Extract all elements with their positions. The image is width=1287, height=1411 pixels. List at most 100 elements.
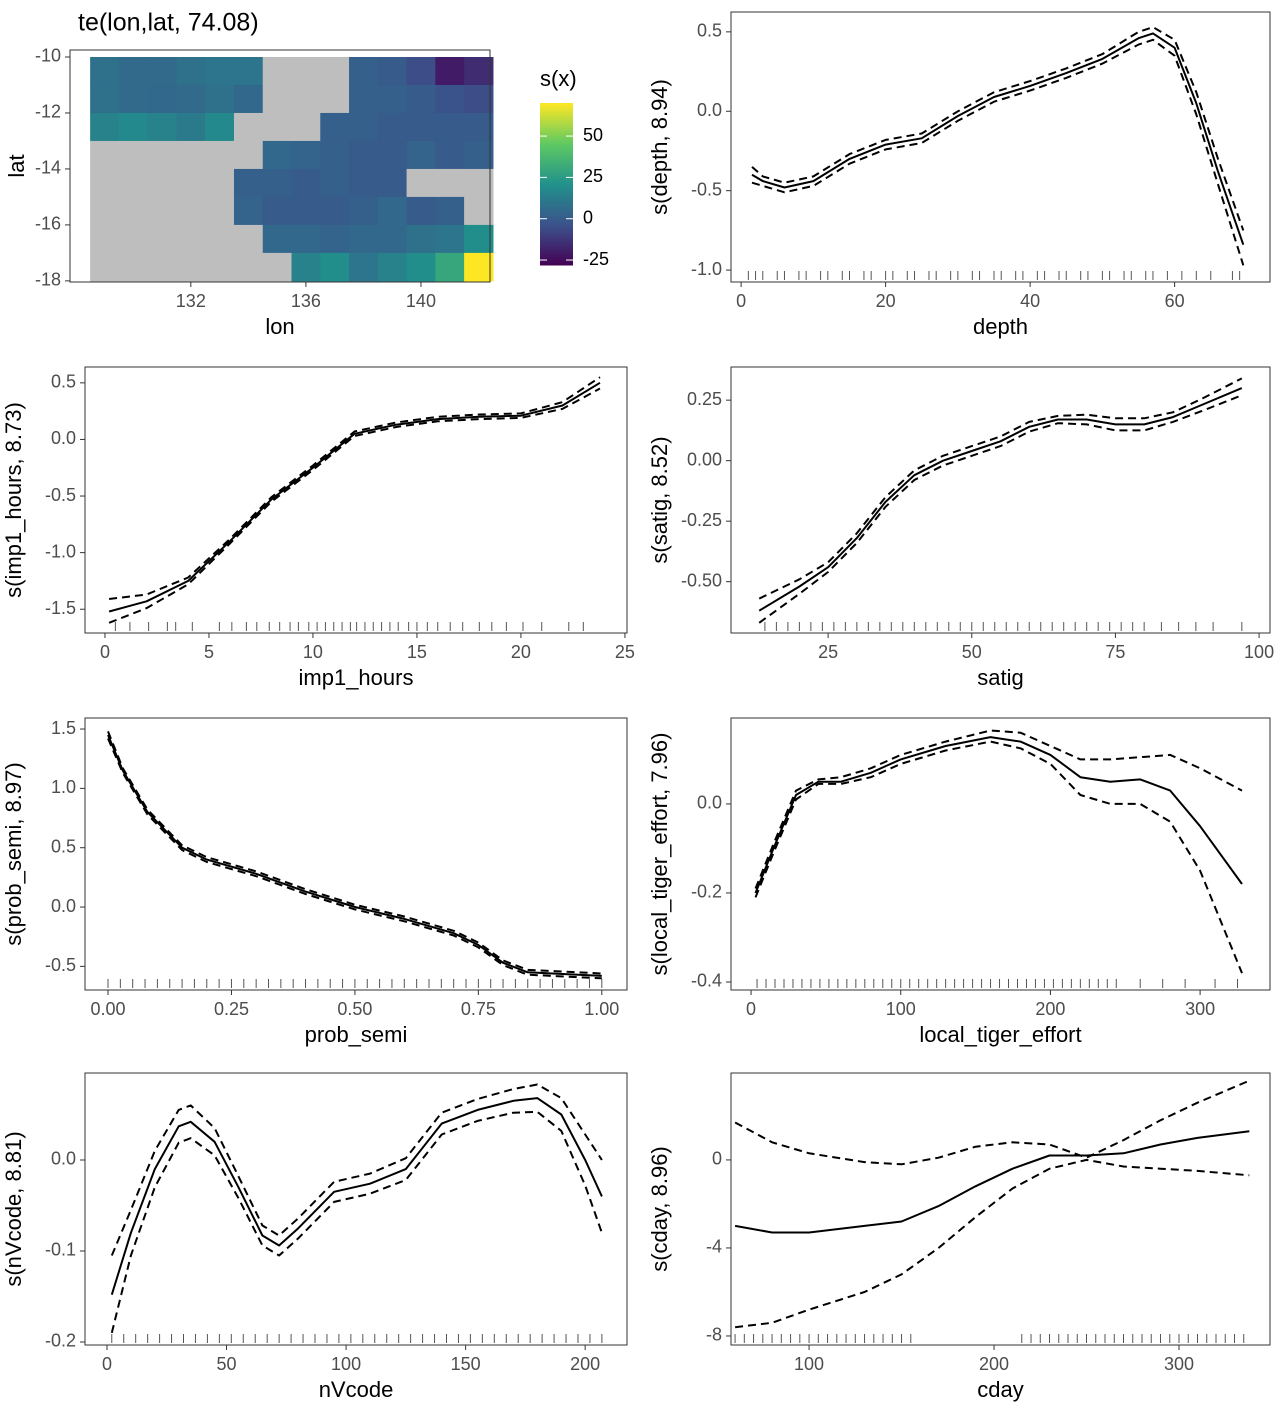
heat-cell bbox=[349, 140, 379, 170]
heat-cell bbox=[464, 252, 494, 282]
y-tick-label: 0.5 bbox=[697, 21, 722, 41]
x-tick-label: 40 bbox=[1020, 291, 1040, 311]
colorbar-step bbox=[540, 119, 573, 123]
x-tick-label: 100 bbox=[331, 1354, 361, 1374]
heat-cell bbox=[262, 84, 293, 114]
colorbar-step bbox=[540, 211, 573, 215]
heat-cell bbox=[464, 168, 494, 198]
heat-cell bbox=[349, 84, 379, 114]
x-tick-label: 20 bbox=[511, 642, 531, 662]
heat-cell bbox=[435, 112, 465, 142]
heat-cell bbox=[233, 252, 264, 282]
plot-panel bbox=[730, 717, 1271, 991]
colorbar-step bbox=[540, 194, 573, 198]
colorbar-step bbox=[540, 197, 573, 201]
heat-cell bbox=[406, 56, 436, 86]
heat-cell bbox=[233, 168, 264, 198]
heat-cell bbox=[118, 84, 149, 114]
y-tick-label: 0.0 bbox=[697, 100, 722, 120]
y-tick-label: -8 bbox=[706, 1325, 722, 1345]
heat-cell bbox=[464, 84, 494, 114]
heat-cell bbox=[118, 140, 149, 170]
colorbar-step bbox=[540, 167, 573, 171]
colorbar-label: 50 bbox=[583, 125, 603, 145]
heat-cell bbox=[435, 224, 465, 254]
colorbar-step bbox=[540, 221, 573, 225]
colorbar-step bbox=[540, 170, 573, 174]
colorbar-step bbox=[540, 224, 573, 228]
heat-cell bbox=[176, 112, 206, 142]
heat-cell bbox=[435, 168, 465, 198]
heat-cell bbox=[406, 252, 436, 282]
lower-band bbox=[751, 38, 1245, 266]
heat-cell bbox=[118, 196, 149, 226]
colorbar-step bbox=[540, 251, 573, 255]
x-tick-label: 10 bbox=[303, 642, 323, 662]
heat-cell bbox=[118, 56, 149, 86]
colorbar-step bbox=[540, 256, 573, 261]
heat-cell bbox=[262, 112, 293, 142]
x-tick-label: 0.50 bbox=[337, 999, 372, 1019]
y-axis-title: s(imp1_hours, 8.73) bbox=[1, 402, 26, 598]
heat-cell bbox=[90, 224, 120, 254]
y-axis-title: s(prob_semi, 8.97) bbox=[1, 762, 26, 945]
x-tick-label: 0 bbox=[100, 642, 110, 662]
colorbar-step bbox=[540, 213, 573, 217]
y-tick-label: 0.0 bbox=[51, 1149, 76, 1169]
x-tick-label: 150 bbox=[451, 1354, 481, 1374]
heat-cell bbox=[464, 56, 494, 86]
colorbar-step bbox=[540, 229, 573, 234]
colorbar-step bbox=[540, 205, 573, 209]
heat-cell bbox=[90, 84, 120, 114]
x-tick-label: 0.25 bbox=[214, 999, 249, 1019]
heat-cell bbox=[435, 196, 465, 226]
heat-cell bbox=[291, 84, 321, 114]
heat-cell bbox=[147, 112, 178, 142]
x-tick-label: 100 bbox=[1244, 642, 1274, 662]
colorbar-step bbox=[540, 108, 573, 112]
colorbar-step bbox=[540, 240, 573, 244]
heat-cell bbox=[262, 56, 293, 86]
x-tick-label: 100 bbox=[794, 1354, 824, 1374]
plot-panel bbox=[730, 11, 1271, 283]
colorbar-step bbox=[540, 238, 573, 242]
heat-cell bbox=[233, 140, 264, 170]
heat-cell bbox=[233, 224, 264, 254]
heat-cell bbox=[90, 196, 120, 226]
colorbar-step bbox=[540, 248, 573, 252]
heat-cell bbox=[349, 56, 379, 86]
heat-cell bbox=[377, 112, 408, 142]
x-tick-label: 75 bbox=[1105, 642, 1125, 662]
colorbar-label: 25 bbox=[583, 166, 603, 186]
x-tick-label: 25 bbox=[818, 642, 838, 662]
heat-cell bbox=[349, 196, 379, 226]
heat-cell bbox=[406, 112, 436, 142]
heat-cell bbox=[349, 112, 379, 142]
y-tick-label: 1.0 bbox=[51, 777, 76, 797]
x-tick-label: 300 bbox=[1185, 999, 1215, 1019]
heat-cell bbox=[406, 84, 436, 114]
y-tick-label: -1.0 bbox=[45, 541, 76, 561]
heat-cell bbox=[291, 112, 321, 142]
colorbar-step bbox=[540, 138, 573, 142]
colorbar-step bbox=[540, 113, 573, 117]
heat-cell bbox=[320, 84, 350, 114]
colorbar-step bbox=[540, 132, 573, 136]
y-tick-label: -1.0 bbox=[691, 259, 722, 279]
heat-cell bbox=[320, 252, 350, 282]
colorbar-step bbox=[540, 140, 573, 144]
colorbar-step bbox=[540, 111, 573, 115]
heat-cell bbox=[291, 196, 321, 226]
heat-cell bbox=[233, 112, 264, 142]
heat-cell bbox=[147, 224, 178, 254]
colorbar-step bbox=[540, 127, 573, 131]
colorbar-step bbox=[540, 186, 573, 190]
colorbar-step bbox=[540, 246, 573, 250]
colorbar-label: -25 bbox=[583, 249, 609, 269]
legend-title: s(x) bbox=[540, 66, 577, 91]
colorbar-step bbox=[540, 181, 573, 185]
heat-cell bbox=[147, 56, 178, 86]
heat-cell bbox=[176, 168, 206, 198]
colorbar-step bbox=[540, 262, 573, 266]
plot-panel bbox=[84, 717, 628, 991]
